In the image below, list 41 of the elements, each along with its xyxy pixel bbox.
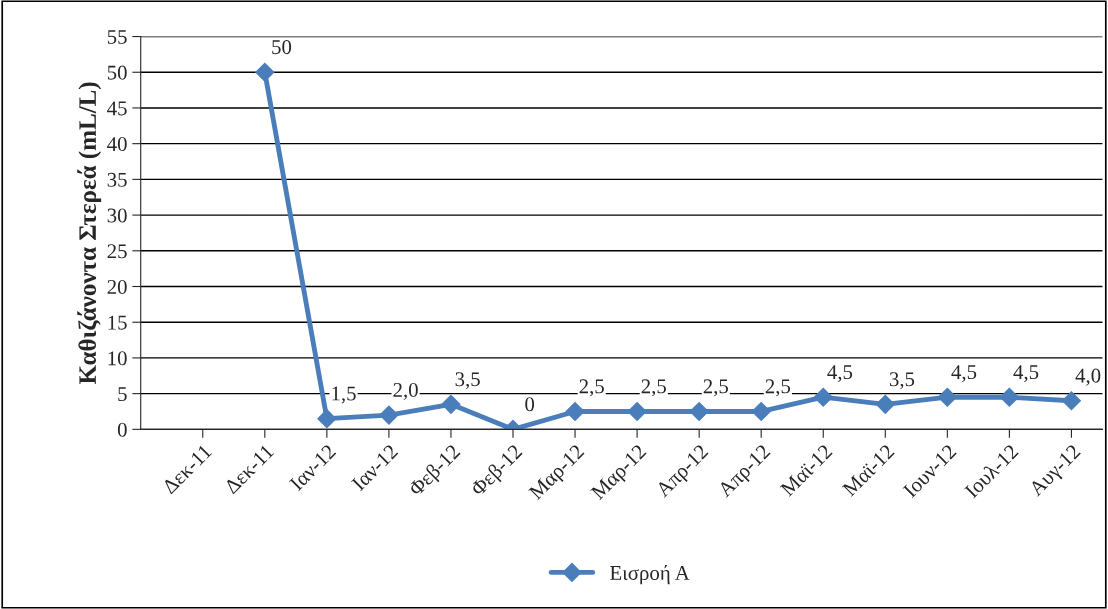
y-tick-label: 15 (108, 315, 127, 330)
y-tick-label: 10 (108, 351, 127, 366)
data-label: 0 (525, 397, 535, 412)
data-label: 2,0 (393, 382, 418, 400)
data-label: 4,5 (827, 365, 853, 383)
point (875, 394, 895, 414)
y-tick-label: 50 (107, 65, 127, 80)
y-tick-label: 30 (107, 208, 127, 223)
data-label: 4,5 (951, 365, 977, 383)
point (379, 405, 399, 425)
y-tick-label: 5 (118, 387, 127, 402)
point (751, 401, 771, 422)
point (813, 387, 833, 407)
y-tick-label: 35 (107, 172, 127, 187)
data-label: 4,5 (1013, 365, 1039, 383)
point (937, 387, 957, 407)
y-tick-label: 40 (107, 137, 127, 152)
point (689, 401, 709, 422)
point (565, 401, 585, 422)
point (999, 387, 1019, 407)
data-label: 3,5 (455, 372, 480, 390)
point (317, 409, 337, 429)
point (441, 394, 461, 414)
data-label: 2,5 (765, 379, 791, 397)
y-tick-label: 20 (107, 279, 127, 294)
y-tick-label: 45 (107, 101, 127, 116)
point (1061, 391, 1081, 411)
point (627, 401, 647, 422)
y-axis-title: Καθιζάνοντα Στερεά (mL/L) (77, 82, 102, 385)
data-label: 2,5 (641, 379, 666, 397)
y-tick-label: 55 (107, 30, 127, 44)
point (255, 62, 275, 82)
data-label: 2,5 (579, 379, 604, 397)
data-label: 4,0 (1075, 368, 1101, 386)
data-label: 2,5 (703, 379, 729, 397)
data-label: 3,5 (889, 372, 915, 390)
data-label: 1,5 (332, 386, 356, 404)
data-label: 50 (272, 40, 292, 55)
legend-label: Εισροή Α (610, 565, 690, 585)
y-tick-label: 0 (117, 422, 127, 437)
y-tick-label: 25 (107, 244, 127, 259)
